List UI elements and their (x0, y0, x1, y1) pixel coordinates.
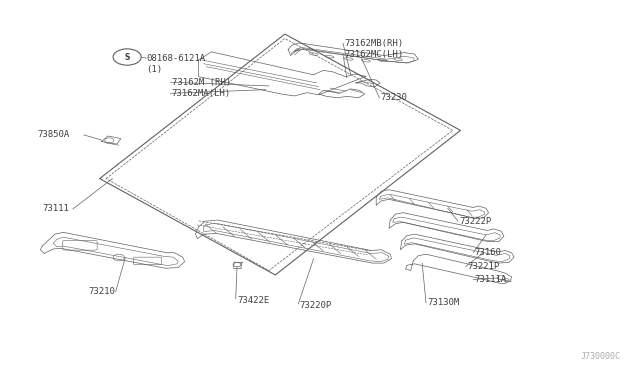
Text: 73222P: 73222P (460, 217, 492, 226)
Text: 73422E: 73422E (237, 296, 269, 305)
Text: 73111A: 73111A (474, 275, 507, 284)
Text: 73230: 73230 (381, 93, 408, 102)
Text: (1): (1) (147, 65, 163, 74)
Text: 08168-6121A: 08168-6121A (147, 54, 205, 62)
Text: 73162MA(LH): 73162MA(LH) (172, 89, 231, 98)
Text: 73162M (RH): 73162M (RH) (172, 78, 231, 87)
Text: S: S (124, 52, 130, 61)
Text: 73221P: 73221P (467, 262, 499, 271)
Text: 73850A: 73850A (38, 130, 70, 140)
Text: 73210: 73210 (89, 287, 116, 296)
Text: 73111: 73111 (42, 205, 69, 214)
Text: 73160: 73160 (474, 248, 501, 257)
Text: 73162MB(RH): 73162MB(RH) (344, 39, 403, 48)
Text: 73220P: 73220P (300, 301, 332, 310)
Text: 73162MC(LH): 73162MC(LH) (344, 50, 403, 59)
Text: J730000C: J730000C (580, 352, 620, 361)
Text: 73130M: 73130M (428, 298, 460, 307)
